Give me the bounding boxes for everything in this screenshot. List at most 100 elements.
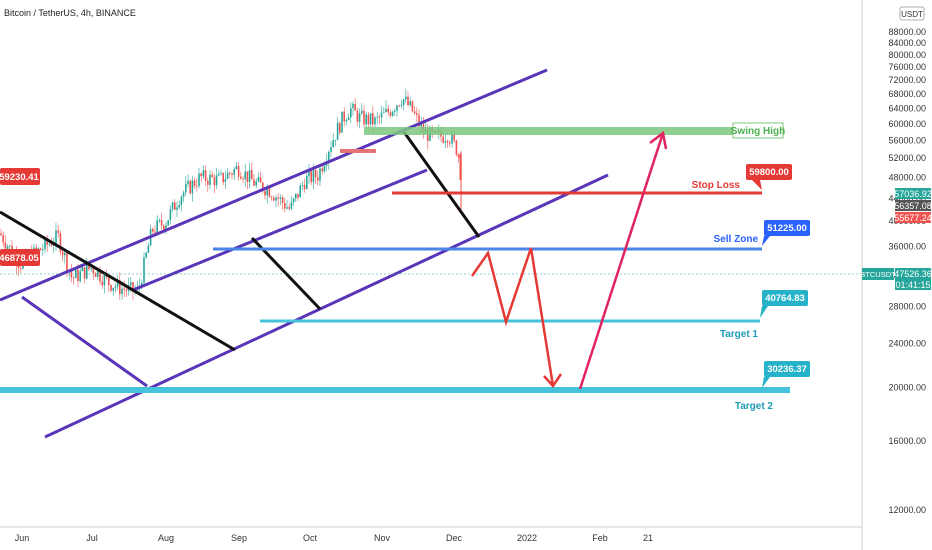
candle-body-42 bbox=[92, 267, 95, 274]
trendline-1 bbox=[0, 210, 236, 352]
candle-body-105 bbox=[231, 173, 233, 175]
candle-body-191 bbox=[420, 124, 422, 127]
candle-body-55 bbox=[121, 288, 123, 295]
candle-body-49 bbox=[108, 277, 110, 286]
candle-body-167 bbox=[367, 114, 370, 125]
candle-body-65 bbox=[143, 257, 145, 283]
candle-body-131 bbox=[288, 207, 290, 209]
candle-body-23 bbox=[50, 243, 53, 246]
top-marker bbox=[340, 149, 376, 153]
price-tick-2: 80000.00 bbox=[888, 50, 926, 60]
candle-body-174 bbox=[383, 111, 385, 113]
target1-label: Target 1 bbox=[720, 329, 759, 340]
candle-body-188 bbox=[413, 111, 416, 114]
candle-body-117 bbox=[257, 177, 260, 182]
candle-body-56 bbox=[123, 288, 125, 290]
candle-body-19 bbox=[42, 249, 44, 251]
down-arrowhead bbox=[543, 373, 563, 389]
candle-body-170 bbox=[374, 117, 376, 125]
price-tick-7: 60000.00 bbox=[888, 119, 926, 129]
price-tick-8: 56000.00 bbox=[888, 135, 926, 145]
left-tag-high: 59230.41 bbox=[0, 168, 40, 185]
currency-badge[interactable] bbox=[899, 6, 925, 21]
candle-body-41 bbox=[90, 267, 92, 270]
candle-body-109 bbox=[240, 176, 242, 179]
swing-high-zone bbox=[364, 127, 784, 135]
candle-body-39 bbox=[86, 264, 88, 279]
candle-body-101 bbox=[222, 172, 224, 183]
candle-body-9 bbox=[20, 268, 22, 269]
left-tag-high-text: 59230.41 bbox=[0, 172, 40, 183]
candle-body-175 bbox=[385, 108, 387, 112]
candle-body-106 bbox=[233, 169, 235, 175]
trendline-3 bbox=[402, 131, 481, 238]
candle-body-33 bbox=[72, 277, 75, 279]
candle-body-185 bbox=[407, 96, 409, 106]
candle-body-180 bbox=[396, 105, 398, 111]
candle-body-113 bbox=[248, 170, 251, 183]
candle-body-89 bbox=[196, 186, 198, 187]
candle-body-75 bbox=[165, 225, 167, 230]
candle-body-112 bbox=[246, 171, 249, 183]
chart-title: Bitcoin / TetherUS, 4h, BINANCE bbox=[4, 8, 136, 18]
price-tick-18: 16000.00 bbox=[888, 436, 926, 446]
candle-body-150 bbox=[330, 147, 332, 153]
target2-tag: 30236.37 bbox=[762, 361, 810, 388]
candle-body-169 bbox=[372, 113, 374, 125]
candle-body-147 bbox=[323, 165, 326, 172]
candle-body-8 bbox=[17, 265, 20, 269]
left-tag-low: 46878.05 bbox=[0, 249, 40, 266]
candle-body-166 bbox=[365, 114, 367, 125]
date-axis[interactable]: Jun Jul Aug Sep Oct Nov Dec 2022 Feb 21 bbox=[15, 533, 653, 543]
candle-body-47 bbox=[103, 274, 106, 286]
candle-body-74 bbox=[163, 225, 165, 230]
candle-body-119 bbox=[262, 182, 264, 192]
candle-body-29 bbox=[64, 253, 66, 256]
zigzag-arrow bbox=[470, 247, 555, 387]
price-tick-0: 88000.00 bbox=[888, 27, 926, 37]
axis-tag-2-text: 56357.08 bbox=[894, 201, 932, 211]
candle-body-149 bbox=[328, 152, 330, 162]
candle-body-173 bbox=[380, 112, 383, 118]
candle-body-104 bbox=[229, 172, 231, 174]
sell-zone-label: Sell Zone bbox=[714, 234, 759, 245]
price-tick-13: 36000.00 bbox=[888, 241, 926, 251]
price-tick-15: 28000.00 bbox=[888, 302, 926, 312]
candle-body-201 bbox=[442, 136, 444, 143]
channel-lower-line bbox=[44, 173, 609, 439]
candle-body-28 bbox=[61, 251, 64, 256]
candle-body-71 bbox=[156, 220, 158, 233]
target2-label: Target 2 bbox=[735, 401, 774, 412]
left-tag-low-text: 46878.05 bbox=[0, 253, 40, 264]
candle-body-168 bbox=[369, 113, 372, 125]
candle-body-40 bbox=[88, 264, 90, 270]
candle-body-114 bbox=[251, 170, 253, 180]
candle-body-172 bbox=[378, 116, 381, 118]
channel-upper-line bbox=[0, 68, 548, 302]
candle-body-51 bbox=[112, 287, 114, 291]
date-tick-1: Jul bbox=[86, 533, 98, 543]
currency-badge-text: USDT bbox=[901, 10, 923, 19]
candle-body-143 bbox=[314, 169, 317, 178]
candle-body-50 bbox=[110, 285, 112, 291]
last-price-tag: BTCUSDT 47526.36 01:41:15 bbox=[860, 268, 932, 290]
ascending-channel bbox=[0, 68, 609, 439]
candle-body-103 bbox=[226, 172, 229, 179]
candle-body-77 bbox=[169, 209, 172, 221]
price-tick-1: 84000.00 bbox=[888, 38, 926, 48]
candle-body-99 bbox=[218, 173, 220, 176]
candle-body-84 bbox=[185, 183, 187, 193]
price-tick-17: 20000.00 bbox=[888, 382, 926, 392]
candle-body-27 bbox=[59, 233, 62, 252]
candle-body-3 bbox=[6, 246, 9, 249]
candle-body-122 bbox=[268, 188, 271, 197]
candle-body-135 bbox=[297, 193, 299, 198]
candle-body-22 bbox=[48, 243, 51, 245]
candle-body-165 bbox=[363, 110, 365, 125]
date-tick-6: Dec bbox=[446, 533, 463, 543]
last-price-countdown: 01:41:15 bbox=[895, 280, 930, 290]
candle-body-83 bbox=[182, 192, 185, 197]
